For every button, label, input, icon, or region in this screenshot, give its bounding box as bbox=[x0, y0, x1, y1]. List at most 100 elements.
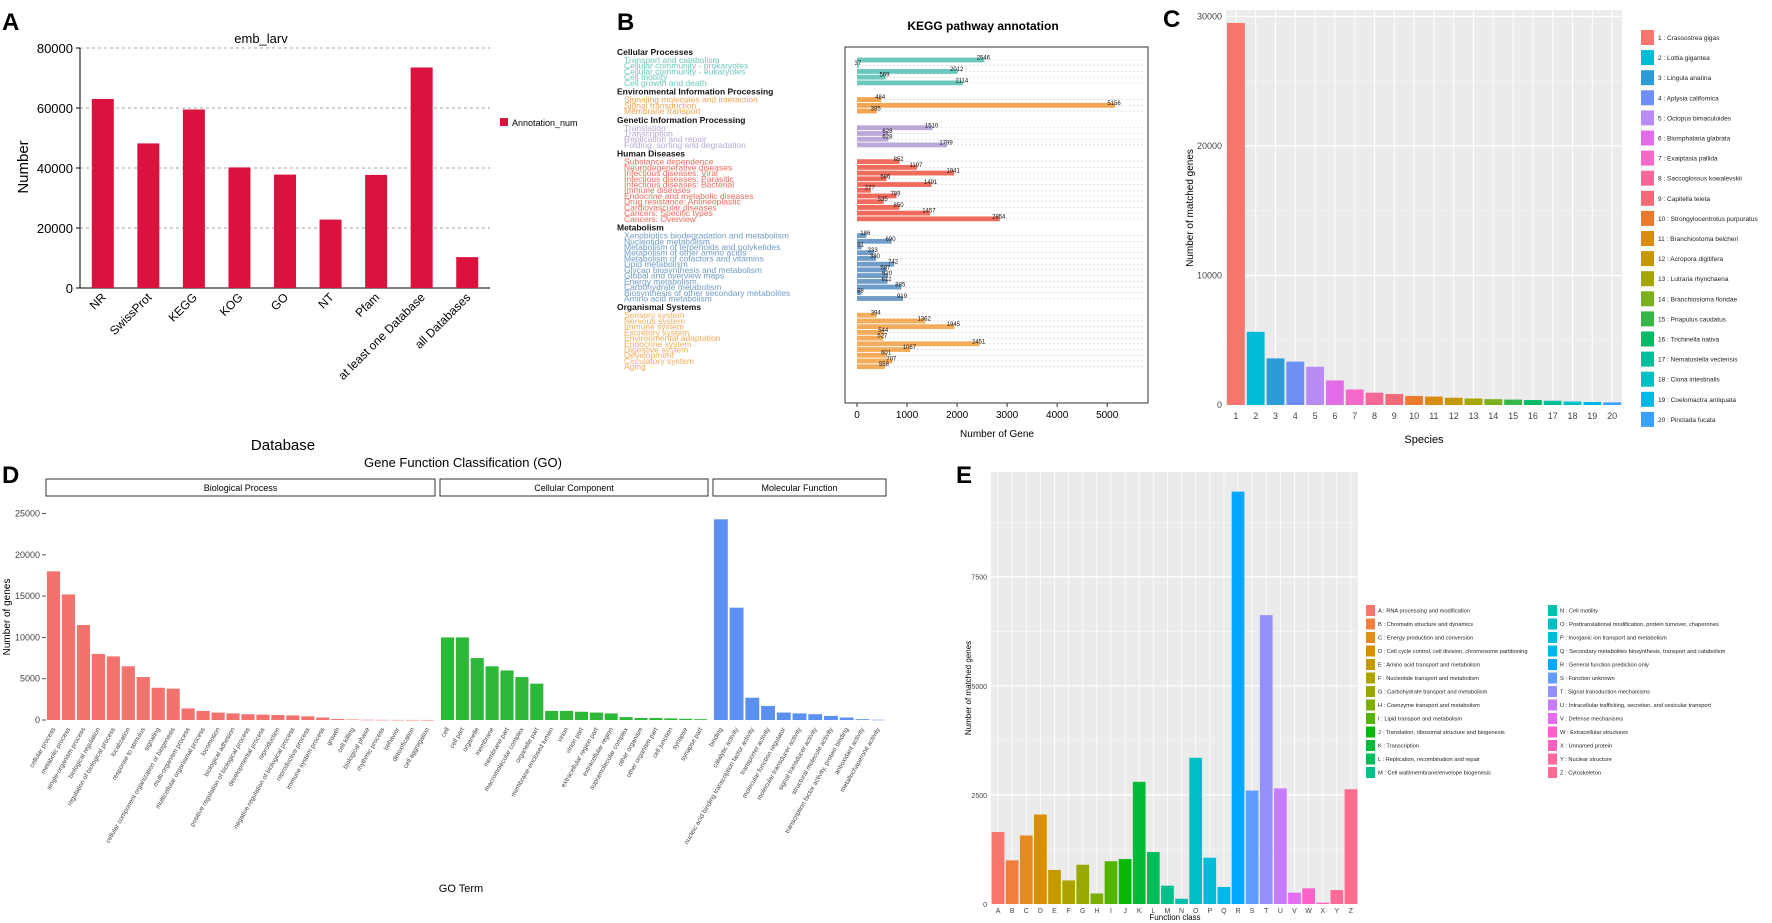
panel-b-value-label: 586 bbox=[880, 174, 891, 180]
panel-d-bar bbox=[485, 666, 499, 720]
panel-c-legend-swatch bbox=[1641, 170, 1654, 186]
panel-c-legend-swatch bbox=[1641, 150, 1654, 166]
panel-b-bar bbox=[857, 244, 862, 250]
panel-b-group-title: Environmental Information Processing bbox=[617, 87, 773, 97]
panel-c-x-tick-label: 14 bbox=[1488, 411, 1498, 421]
panel-b-bar bbox=[857, 352, 888, 358]
panel-c-bar bbox=[1543, 400, 1562, 405]
panel-e-legend-label: O : Posttranslational modification, prot… bbox=[1560, 622, 1719, 628]
panel-b-value-label: 535 bbox=[878, 197, 889, 203]
panel-d-bar bbox=[455, 637, 469, 720]
panel-a-x-tick-label: NR bbox=[87, 290, 109, 312]
panel-e-bar bbox=[1076, 864, 1090, 904]
panel-d-y-tick-label: 5000 bbox=[20, 674, 40, 684]
panel-e-x-tick-label: S bbox=[1250, 908, 1255, 915]
panel-b-bar bbox=[857, 273, 889, 278]
panel-e-bar bbox=[1245, 790, 1259, 904]
panel-c-bar bbox=[1504, 399, 1523, 405]
panel-e-x-tick-label: A bbox=[996, 908, 1001, 915]
panel-c-x-tick-label: 18 bbox=[1567, 411, 1577, 421]
panel-d-xlabel: GO Term bbox=[439, 883, 483, 895]
panel-c-legend-label: 8 : Saccoglossus kowalevskii bbox=[1658, 176, 1742, 183]
panel-b-bar bbox=[857, 131, 889, 136]
panel-c-legend-label: 1 : Crassostrea gigas bbox=[1658, 35, 1720, 42]
panel-d-bar bbox=[301, 716, 315, 720]
panel-a-title: emb_larv bbox=[234, 31, 288, 46]
panel-e-bar bbox=[1274, 788, 1287, 904]
panel-e-x-tick-label: R bbox=[1235, 908, 1240, 915]
panel-e-x-tick-label: F bbox=[1066, 908, 1070, 915]
panel-d-bar bbox=[76, 625, 90, 720]
panel-c-xlabel: Species bbox=[1404, 434, 1444, 446]
panel-c-legend-label: 2 : Lottia gigantea bbox=[1658, 55, 1710, 62]
panel-c-legend-swatch bbox=[1641, 331, 1654, 347]
panel-b-item-label: Neurodegenerative diseases bbox=[624, 162, 732, 172]
panel-a-bar bbox=[410, 67, 433, 288]
panel-c-x-tick-label: 7 bbox=[1352, 411, 1357, 421]
panel-d-bar bbox=[574, 711, 588, 720]
panel-d-bar bbox=[694, 719, 708, 720]
panel-c-y-tick-label: 10000 bbox=[1197, 270, 1222, 280]
panel-b-bar bbox=[857, 296, 903, 301]
panel-b-value-label: 587 bbox=[880, 265, 891, 271]
panel-a-y-tick-label: 80000 bbox=[37, 41, 73, 56]
panel-c-legend-swatch bbox=[1641, 210, 1654, 226]
panel-b-item-label: Development bbox=[624, 350, 675, 360]
panel-d-bar bbox=[679, 718, 693, 720]
panel-e-legend-swatch bbox=[1366, 713, 1375, 724]
panel-b-value-label: 544 bbox=[878, 328, 889, 334]
panel-c-bar bbox=[1266, 358, 1285, 405]
panel-c-bar bbox=[1424, 396, 1443, 405]
panel-d-bar bbox=[271, 715, 285, 720]
panel-e-legend-label: P : Inorganic ion transport and metaboli… bbox=[1560, 636, 1667, 642]
panel-a-bar bbox=[456, 257, 479, 288]
panel-d-bar bbox=[196, 710, 210, 720]
panel-b-item-label: Nervous system bbox=[624, 316, 685, 326]
panel-b-bar bbox=[857, 125, 933, 131]
panel-d-bar bbox=[211, 712, 225, 720]
panel-e-x-tick-label: T bbox=[1264, 908, 1269, 915]
panel-b-group-title: Metabolism bbox=[617, 223, 664, 233]
panel-d-bar bbox=[545, 710, 559, 720]
panel-c-bar bbox=[1385, 393, 1404, 405]
panel-b-bar bbox=[857, 97, 882, 102]
panel-b-value-label: 628 bbox=[882, 129, 893, 135]
panel-b-bar bbox=[857, 136, 889, 142]
panel-a-bar bbox=[319, 219, 342, 288]
panel-b-item-label: Signal transduction bbox=[624, 100, 697, 110]
panel-e-x-tick-label: M bbox=[1165, 908, 1171, 915]
panel-a-x-tick-label: SwissProt bbox=[107, 290, 155, 338]
panel-d-bar bbox=[166, 688, 180, 720]
panel-e-legend-label: Q : Secondary metabolites biosynthesis, … bbox=[1560, 649, 1726, 655]
panel-e-legend-swatch bbox=[1548, 618, 1557, 630]
panel-c-x-tick-label: 5 bbox=[1313, 411, 1318, 421]
panel-e-legend-label: Z : Cytoskeleton bbox=[1560, 771, 1601, 777]
panel-b-x-tick-label: 3000 bbox=[996, 410, 1019, 421]
panel-c-legend-label: 17 : Nematostella vectensis bbox=[1658, 357, 1738, 364]
panel-d-y-tick-label: 10000 bbox=[15, 632, 40, 642]
panel-c-x-tick-label: 17 bbox=[1548, 411, 1558, 421]
panel-c-bar bbox=[1306, 366, 1325, 405]
panel-b-item-label: Lipid metabolism bbox=[624, 259, 688, 269]
panel-c-bar bbox=[1226, 22, 1245, 406]
panel-b-item-label: Transcription bbox=[624, 128, 673, 138]
panel-b-bar bbox=[857, 205, 900, 210]
panel-d-bar bbox=[376, 719, 390, 721]
panel-b-item-label: Transport and catabolism bbox=[624, 55, 720, 65]
panel-c-legend-swatch bbox=[1641, 50, 1654, 66]
panel-c-bar bbox=[1365, 392, 1384, 405]
panel-b-bar bbox=[857, 74, 886, 80]
panel-b-value-label: 1457 bbox=[922, 209, 936, 215]
panel-e-legend: A : RNA processing and modification B : C… bbox=[1366, 605, 1726, 778]
panel-b-value-label: 789 bbox=[890, 191, 901, 197]
panel-d-facet-strip bbox=[45, 478, 436, 497]
panel-b-value-label: 1945 bbox=[947, 322, 961, 328]
panel-e-legend-swatch bbox=[1548, 753, 1557, 765]
panel-c-bar bbox=[1345, 389, 1364, 405]
panel-b-item-label: Endocrine and metabolic diseases bbox=[624, 191, 753, 201]
panel-c-legend-swatch bbox=[1641, 90, 1654, 106]
panel-c-legend-swatch bbox=[1641, 371, 1654, 387]
panel-d: D Gene Function Classification (GO) Numb… bbox=[2, 455, 887, 895]
